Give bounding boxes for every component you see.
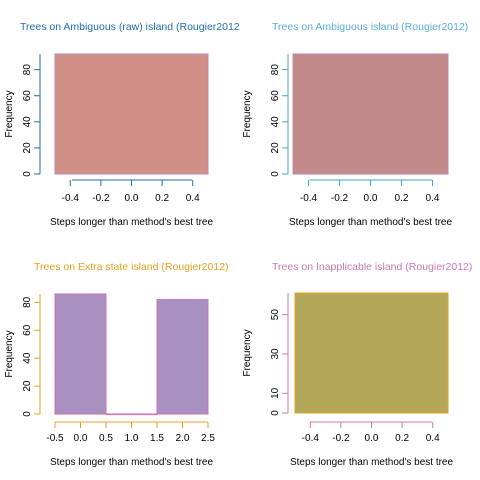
y-tick-label: 0 [22,411,33,417]
y-tick-label: 50 [270,309,281,321]
histogram-bar [54,293,107,415]
y-tick-label: 60 [270,90,281,102]
y-tick-label: 30 [270,348,281,360]
x-tick-label: 0.0 [365,433,379,444]
x-axis-label: Steps longer than method's best tree [289,217,453,228]
y-tick-label: 40 [22,352,33,364]
chart-title: Trees on Ambiguous island (Rougier2012) [272,21,468,33]
x-tick-label: -0.2 [92,193,110,204]
x-tick-label: 0.0 [125,193,139,204]
chart-title: Trees on Extra state island (Rougier2012… [34,261,229,273]
x-axis-label: Steps longer than method's best tree [290,457,454,468]
chart-panel-4: Trees on Inapplicable island (Rougier201… [242,261,472,468]
x-axis-label: Steps longer than method's best tree [50,217,214,228]
x-tick-label: 0.4 [426,193,440,204]
x-tick-label: 2.5 [201,433,215,444]
y-tick-label: 40 [22,116,33,128]
x-axis-label: Steps longer than method's best tree [50,457,214,468]
histogram-bar [292,53,449,175]
x-tick-label: -0.4 [302,433,320,444]
histogram-bar [156,299,209,415]
x-tick-label: 0.2 [155,193,169,204]
x-tick-label: 0.4 [186,193,200,204]
y-tick-label: 20 [22,142,33,154]
y-axis-label: Frequency [242,329,253,376]
x-tick-label: 0.2 [395,433,409,444]
y-tick-label: 20 [270,142,281,154]
chart-panel-2: Trees on Ambiguous island (Rougier2012) -… [242,21,468,228]
x-tick-label: 0.2 [395,193,409,204]
y-tick-label: 20 [22,380,33,392]
x-tick-label: 1.0 [125,433,139,444]
x-tick-label: 0.0 [364,193,378,204]
y-tick-label: 60 [22,90,33,102]
y-tick-label: 80 [22,296,33,308]
x-tick-label: -0.4 [300,193,318,204]
x-tick-label: -0.5 [46,433,64,444]
chart-title: Trees on Inapplicable island (Rougier201… [272,261,472,273]
y-tick-label: 0 [22,171,33,177]
y-tick-label: 0 [270,410,281,416]
histogram-bar [54,53,209,175]
y-tick-label: 60 [22,324,33,336]
x-tick-label: 0.5 [99,433,113,444]
y-tick-label: 80 [22,64,33,76]
y-axis-label: Frequency [4,90,15,137]
y-tick-label: 0 [270,171,281,177]
x-tick-label: -0.2 [332,433,350,444]
chart-panel-3: Trees on Extra state island (Rougier2012… [4,261,229,468]
y-axis-label: Frequency [4,330,15,377]
x-tick-label: 0.4 [426,433,440,444]
y-axis-label: Frequency [242,90,253,137]
chart-panel-1: Trees on Ambiguous (raw) island (Rougier… [4,21,240,228]
x-tick-label: 0.0 [74,433,88,444]
histogram-bar [105,413,158,416]
x-tick-label: -0.4 [62,193,80,204]
y-tick-label: 80 [270,64,281,76]
x-tick-label: 1.5 [150,433,164,444]
chart-title: Trees on Ambiguous (raw) island (Rougier… [20,21,240,33]
histogram-bar [294,292,449,414]
x-tick-label: -0.2 [331,193,349,204]
y-tick-label: 40 [270,116,281,128]
y-tick-label: 10 [270,387,281,399]
x-tick-label: 2.0 [176,433,190,444]
